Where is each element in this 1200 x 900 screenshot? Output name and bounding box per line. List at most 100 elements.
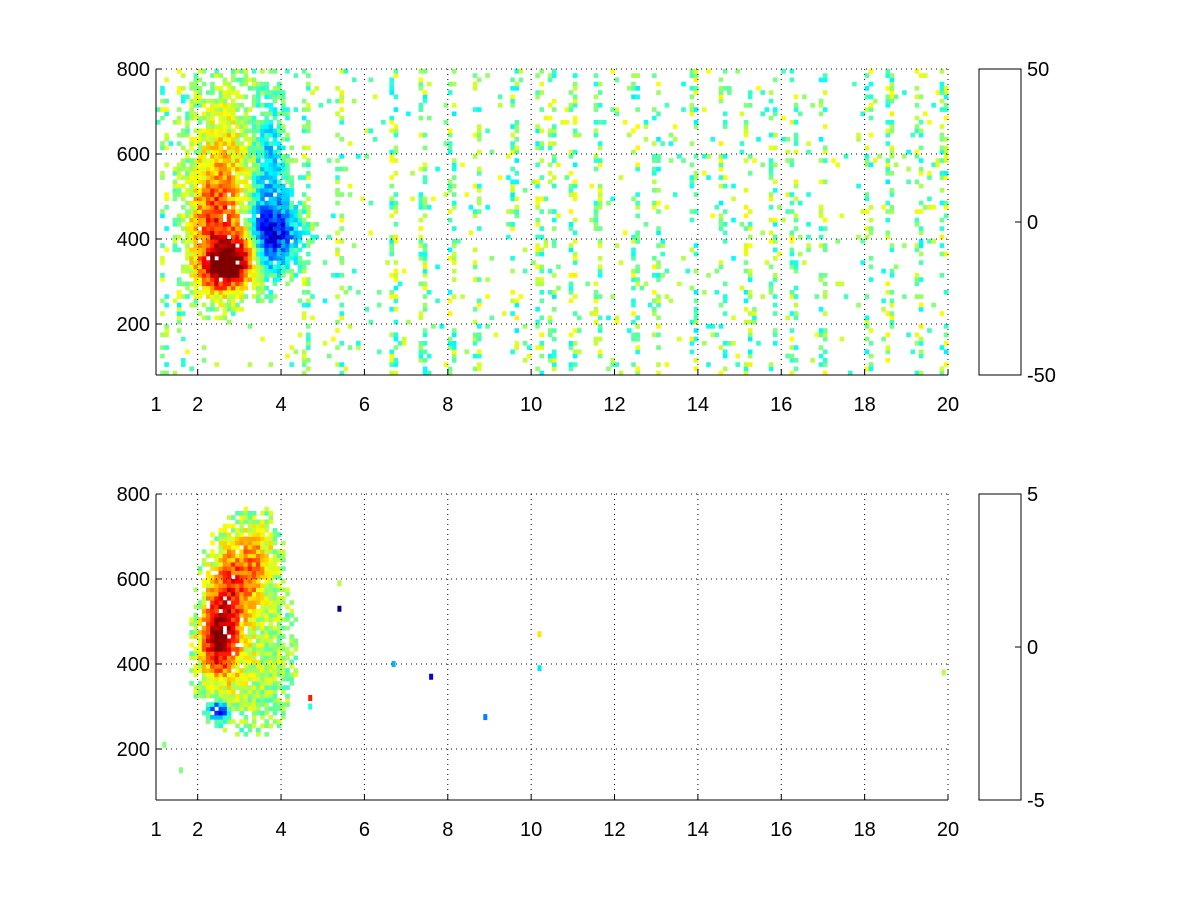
- heatmap-cell: [752, 158, 757, 163]
- heatmap-cell: [239, 659, 244, 665]
- heatmap-cell: [210, 247, 215, 253]
- heatmap-cell: [185, 209, 190, 214]
- heatmap-cell: [497, 94, 503, 100]
- heatmap-cell: [818, 77, 824, 83]
- heatmap-cell: [335, 192, 340, 197]
- heatmap-cell: [710, 213, 715, 219]
- heatmap-cell: [206, 596, 211, 601]
- heatmap-cell: [518, 77, 524, 83]
- heatmap-cell: [239, 647, 244, 652]
- heatmap-cell: [422, 366, 428, 372]
- heatmap-cell: [239, 290, 244, 295]
- heatmap-cell: [268, 200, 274, 206]
- heatmap-cell: [593, 298, 599, 304]
- heatmap-cell: [239, 557, 244, 563]
- heatmap-cell: [272, 273, 278, 278]
- heatmap-cell: [251, 205, 257, 210]
- heatmap-cell: [264, 655, 269, 661]
- heatmap-cell: [656, 188, 661, 193]
- heatmap-cell: [235, 290, 240, 295]
- heatmap-cell: [476, 298, 482, 304]
- heatmap-cell: [185, 285, 190, 291]
- heatmap-cell: [185, 281, 190, 287]
- heatmap-cell: [243, 528, 249, 533]
- heatmap-cell: [239, 685, 244, 690]
- heatmap-cell: [218, 591, 224, 597]
- heatmap-cell: [247, 175, 253, 180]
- heatmap-cell: [514, 149, 520, 155]
- heatmap-cell: [251, 285, 257, 291]
- heatmap-cell: [501, 311, 507, 316]
- heatmap-cell: [176, 69, 182, 74]
- heatmap-cell: [243, 651, 249, 656]
- heatmap-cell: [722, 86, 728, 91]
- heatmap-cell: [297, 298, 303, 304]
- heatmap-cell: [201, 205, 207, 210]
- heatmap-cell: [772, 328, 778, 333]
- heatmap-cell: [297, 222, 303, 227]
- heatmap-cell: [222, 290, 228, 295]
- heatmap-cell: [260, 290, 265, 295]
- heatmap-cell: [652, 141, 657, 146]
- heatmap-cell: [889, 268, 895, 274]
- heatmap-cell: [506, 175, 511, 180]
- heatmap-cell: [206, 638, 211, 644]
- heatmap-cell: [306, 162, 311, 168]
- heatmap-point: [537, 631, 542, 638]
- heatmap-cell: [818, 205, 824, 210]
- heatmap-cell: [276, 128, 282, 134]
- heatmap-cell: [164, 145, 169, 151]
- heatmap-cell: [331, 213, 336, 219]
- heatmap-cell: [222, 311, 228, 316]
- heatmap-cell: [718, 226, 724, 231]
- heatmap-cell: [264, 94, 269, 100]
- heatmap-cell: [268, 251, 274, 257]
- heatmap-cell: [226, 115, 232, 121]
- heatmap-cell: [201, 128, 207, 134]
- heatmap-cell: [172, 222, 178, 227]
- heatmap-cell: [268, 179, 274, 185]
- heatmap-cell: [176, 107, 182, 112]
- heatmap-cell: [251, 698, 257, 703]
- heatmap-cell: [276, 596, 282, 601]
- heatmap-cell: [193, 634, 199, 639]
- heatmap-cell: [476, 171, 482, 176]
- heatmap-cell: [239, 579, 244, 584]
- heatmap-cell: [231, 111, 236, 117]
- heatmap-cell: [235, 239, 240, 244]
- heatmap-cell: [918, 209, 924, 214]
- heatmap-cell: [260, 608, 265, 614]
- heatmap-cell: [306, 239, 311, 244]
- heatmap-cell: [206, 209, 211, 214]
- heatmap-cell: [185, 111, 190, 117]
- heatmap-cell: [510, 311, 515, 316]
- heatmap-cell: [568, 341, 574, 346]
- heatmap-cell: [293, 217, 299, 223]
- heatmap-cell: [231, 222, 236, 227]
- heatmap-cell: [281, 200, 286, 206]
- heatmap-cell: [272, 251, 278, 257]
- heatmap-cell: [772, 341, 778, 346]
- heatmap-cell: [247, 251, 253, 257]
- heatmap-cell: [260, 336, 265, 342]
- heatmap-cell: [222, 200, 228, 206]
- heatmap-cell: [268, 621, 274, 627]
- heatmap-cell: [393, 209, 399, 214]
- heatmap-cell: [210, 655, 215, 661]
- heatmap-cell: [718, 77, 724, 83]
- heatmap-cell: [401, 336, 407, 342]
- heatmap-cell: [610, 294, 615, 299]
- heatmap-cell: [376, 349, 382, 355]
- heatmap-cell: [281, 549, 286, 554]
- heatmap-cell: [222, 698, 228, 703]
- heatmap-cell: [281, 124, 286, 129]
- heatmap-cell: [514, 124, 520, 129]
- heatmap-cell: [264, 149, 269, 155]
- heatmap-cell: [293, 243, 299, 248]
- heatmap-cell: [297, 230, 303, 236]
- heatmap-cell: [201, 315, 207, 321]
- heatmap-cell: [535, 251, 540, 257]
- heatmap-cell: [193, 111, 199, 117]
- heatmap-cell: [281, 145, 286, 151]
- heatmap-cell: [251, 183, 257, 189]
